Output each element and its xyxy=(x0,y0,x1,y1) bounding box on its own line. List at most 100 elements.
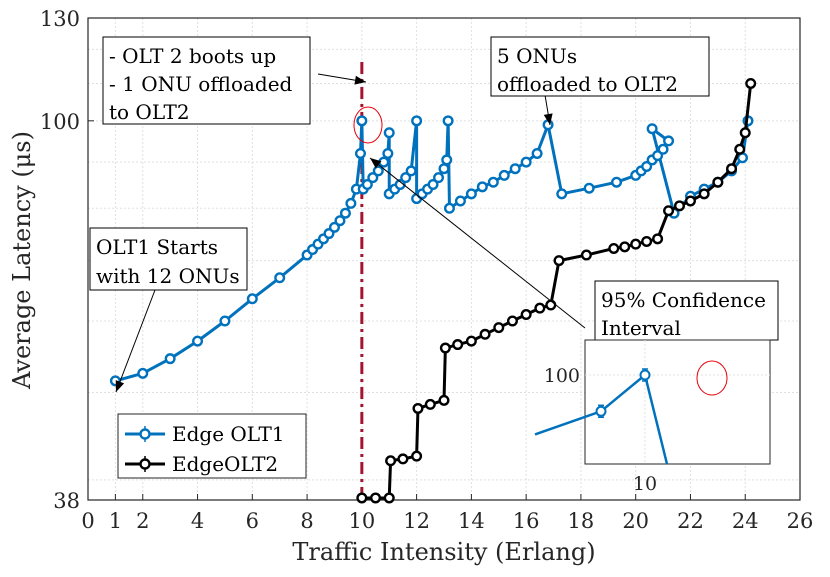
arrow-olt2-boot-head xyxy=(354,75,366,85)
data-point xyxy=(493,322,505,334)
x-tick-label: 12 xyxy=(403,509,430,533)
data-point xyxy=(646,123,658,135)
x-tick-label: 0 xyxy=(81,509,94,533)
inset-plot: 10 100 xyxy=(534,339,771,495)
data-point xyxy=(452,339,464,351)
legend-label: Edge OLT1 xyxy=(172,422,285,446)
series-1 xyxy=(109,115,754,387)
data-point xyxy=(442,115,454,127)
data-point xyxy=(487,176,499,188)
data-point xyxy=(361,179,373,191)
data-point xyxy=(412,402,424,414)
annotation-olt1-start-text: OLT1 Starts xyxy=(96,235,218,259)
data-point xyxy=(441,154,453,166)
data-point xyxy=(382,147,394,159)
data-point xyxy=(698,188,710,200)
data-point xyxy=(356,115,368,127)
legend-swatch-marker xyxy=(139,458,151,470)
x-tick-label: 20 xyxy=(622,509,649,533)
annotation-olt1-start-text: with 12 ONUs xyxy=(96,264,240,288)
data-point xyxy=(454,195,466,207)
data-point xyxy=(520,156,532,168)
annotation-olt2-boot-text: to OLT2 xyxy=(109,100,190,124)
data-point xyxy=(630,238,642,250)
data-point xyxy=(498,169,510,181)
data-point xyxy=(411,450,423,462)
annotation-olt2-boot-box xyxy=(102,36,311,125)
y-ticks: 38 100 130 xyxy=(40,7,94,513)
data-point xyxy=(438,394,450,406)
data-point xyxy=(684,195,696,207)
x-tick-label: 22 xyxy=(677,509,704,533)
data-point xyxy=(509,163,521,175)
data-point xyxy=(372,165,384,177)
data-point xyxy=(345,197,357,209)
data-point xyxy=(545,299,557,311)
annotation-olt1-start-box xyxy=(89,227,248,291)
data-point xyxy=(394,179,406,191)
data-point xyxy=(534,302,546,314)
x-axis-label: Traffic Intensity (Erlang) xyxy=(292,538,595,566)
x-tick-label: 2 xyxy=(136,509,149,533)
data-point xyxy=(465,335,477,347)
data-point xyxy=(531,147,543,159)
data-point xyxy=(556,188,568,200)
data-point xyxy=(734,143,746,155)
data-point xyxy=(427,179,439,191)
inset-x-tick: 10 xyxy=(633,473,657,495)
data-point xyxy=(652,233,664,245)
inset-line xyxy=(534,372,669,465)
series-group xyxy=(109,77,757,504)
x-tick-label: 18 xyxy=(568,509,595,533)
arrow-ci-head xyxy=(370,158,382,169)
arrow-5onus-head xyxy=(543,113,553,125)
data-point xyxy=(339,207,351,219)
annotation-olt1-start: OLT1 Starts with 12 ONUs xyxy=(89,227,248,291)
data-point xyxy=(443,202,455,214)
arrow-ci xyxy=(369,157,586,329)
inset-highlight-circle xyxy=(696,360,728,396)
data-point xyxy=(405,165,417,177)
series-2 xyxy=(356,77,757,504)
x-tick-label: 4 xyxy=(191,509,204,533)
y-tick-label: 130 xyxy=(40,7,80,31)
data-point xyxy=(619,241,631,253)
legend-label: EdgeOLT2 xyxy=(172,452,278,476)
data-point xyxy=(137,367,149,379)
data-point xyxy=(439,342,451,354)
data-point xyxy=(274,272,286,284)
annotation-olt2-boot: - OLT 2 boots up - 1 ONU offloaded to OLT2 xyxy=(102,36,311,125)
x-tick-label: 10 xyxy=(348,509,375,533)
data-point xyxy=(663,205,675,217)
data-point xyxy=(476,181,488,193)
data-point xyxy=(641,235,653,247)
data-point xyxy=(736,152,748,164)
legend-swatch-marker xyxy=(139,428,151,440)
data-point xyxy=(608,242,620,254)
data-point xyxy=(580,249,592,261)
data-point xyxy=(479,328,491,340)
data-point xyxy=(583,182,595,194)
data-point xyxy=(400,172,412,184)
y-axis-label: Average Latency (μs) xyxy=(8,131,36,390)
series-line xyxy=(361,83,753,500)
data-point xyxy=(465,188,477,200)
arrow-olt1-start xyxy=(115,289,156,393)
data-point xyxy=(397,453,409,465)
annotations: - OLT 2 boots up - 1 ONU offloaded to OLT2… xyxy=(89,36,779,393)
x-tick-label: 16 xyxy=(513,509,540,533)
data-point xyxy=(164,353,176,365)
inset-point xyxy=(639,369,651,381)
annotation-5onus-text: offloaded to OLT2 xyxy=(497,72,678,96)
inset-y-tick: 100 xyxy=(544,365,580,387)
x-tick-label: 1 xyxy=(109,509,122,533)
data-point xyxy=(219,315,231,327)
data-point xyxy=(506,315,518,327)
annotation-5onus: 5 ONUs offloaded to OLT2 xyxy=(490,36,710,97)
x-tick-label: 24 xyxy=(732,509,759,533)
legend: Edge OLT1 EdgeOLT2 xyxy=(117,413,307,479)
plot-frame xyxy=(87,17,801,501)
data-point xyxy=(334,215,346,227)
data-point xyxy=(657,143,669,155)
